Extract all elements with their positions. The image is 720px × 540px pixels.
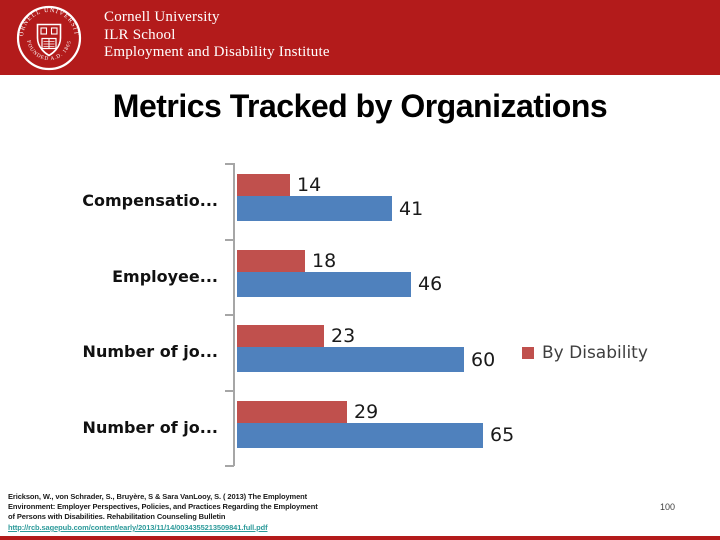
data-label: 46	[418, 273, 443, 295]
data-label: 23	[331, 325, 356, 347]
header-banner: CORNELL UNIVERSITY FOUNDED A.D. 1865 Cor…	[0, 0, 720, 75]
svg-text:CORNELL UNIVERSITY: CORNELL UNIVERSITY	[16, 5, 80, 37]
bar-group: 29 65	[237, 390, 720, 466]
chart-axis	[233, 163, 235, 466]
bar-chart: Compensatio... 14 41 Employee... 18 46 Number …	[0, 163, 720, 467]
chart-legend: By Disability	[522, 343, 648, 363]
bar	[237, 196, 392, 221]
bottom-red-strip	[0, 536, 720, 540]
data-label: 18	[312, 249, 337, 272]
slide-title: Metrics Tracked by Organizations	[112, 88, 608, 124]
citation-line: Environment: Employer Perspectives, Poli…	[8, 502, 318, 511]
chart-row: Compensatio... 14 41	[0, 163, 720, 239]
institution-line: ILR School	[104, 26, 176, 43]
bar	[237, 325, 324, 347]
citation-line: Erickson, W., von Schrader, S., Bruyère,…	[8, 492, 308, 501]
bar	[237, 422, 483, 448]
bar-group: 23 60	[237, 314, 720, 390]
bar	[237, 347, 464, 372]
citation-link[interactable]: http://rcb.sagepub.com/content/early/201…	[8, 523, 268, 532]
data-label: 60	[471, 348, 496, 371]
institution-line: Employment and Disability Institute	[104, 44, 330, 60]
bar	[237, 400, 347, 423]
institution-line: Cornell University	[104, 9, 220, 25]
citation-line: of Persons with Disabilities. Rehabilita…	[8, 512, 226, 521]
chart-row: Number of jo... 29 65	[0, 390, 720, 466]
seal-ring-top-text: CORNELL UNIVERSITY	[16, 5, 79, 37]
bar	[237, 174, 290, 196]
legend-swatch-red-icon	[522, 347, 534, 359]
chart-row: Number of jo... 23 60	[0, 314, 720, 390]
bar-group: 14 41	[237, 163, 720, 239]
chart-row: Employee... 18 46	[0, 239, 720, 315]
institution-name-block: Cornell University ILR School Employment…	[104, 9, 330, 62]
category-label: Compensatio...	[82, 191, 218, 211]
data-label: 29	[354, 400, 379, 423]
page-number: 100	[660, 502, 676, 512]
bar-group: 18 46	[237, 239, 720, 315]
bar-chart-rows: Compensatio... 14 41 Employee... 18 46 Number …	[0, 163, 720, 465]
category-label: Number of jo...	[82, 417, 218, 437]
data-label: 14	[297, 174, 322, 196]
data-label: 41	[399, 197, 424, 220]
cornell-seal-icon: CORNELL UNIVERSITY FOUNDED A.D. 1865	[16, 5, 82, 71]
bar	[237, 271, 411, 297]
bar	[237, 249, 305, 272]
data-label: 65	[490, 424, 515, 446]
legend-label: By Disability	[542, 343, 648, 363]
category-label: Employee...	[112, 266, 218, 286]
citation-block: Erickson, W., von Schrader, S., Bruyère,…	[8, 492, 368, 533]
category-label: Number of jo...	[82, 342, 218, 362]
